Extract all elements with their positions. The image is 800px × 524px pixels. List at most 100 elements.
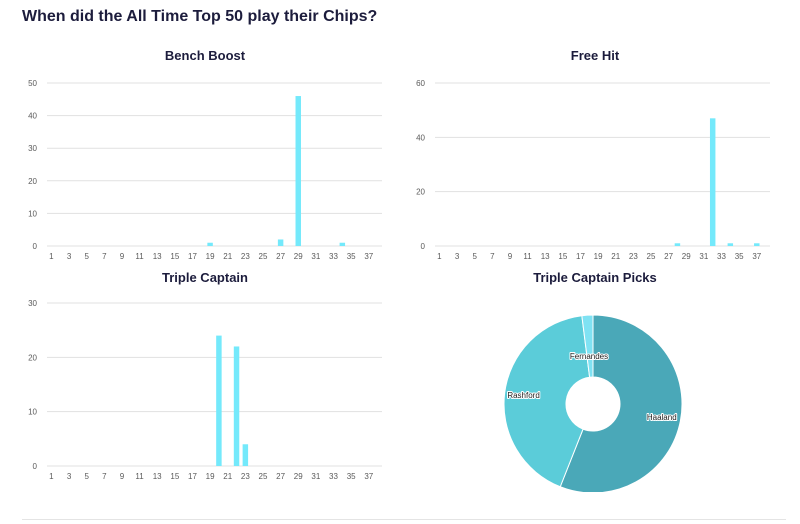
x-tick-label: 37 [364, 252, 373, 261]
bar [233, 346, 240, 466]
bar [207, 242, 213, 246]
triple-captain-title: Triple Captain [162, 270, 248, 285]
x-tick-label: 11 [523, 252, 532, 261]
x-tick-label: 3 [67, 252, 72, 261]
x-tick-label: 29 [294, 252, 303, 261]
y-tick-label: 40 [416, 133, 425, 142]
y-tick-label: 20 [28, 353, 37, 362]
free-hit-panel: Free Hit 0 20 40 60 1 3 5 7 9 11 13 15 17 19 21 23 25 27 2… [410, 46, 780, 266]
x-tick-label: 35 [347, 252, 356, 261]
bar [242, 444, 249, 466]
x-tick-label: 27 [276, 472, 285, 481]
x-tick-label: 31 [311, 472, 320, 481]
x-tick-label: 17 [188, 472, 197, 481]
x-tick-label: 25 [259, 252, 268, 261]
bar [277, 239, 284, 246]
x-tick-label: 35 [347, 472, 356, 481]
x-tick-label: 17 [576, 252, 585, 261]
x-tick-label: 5 [84, 472, 89, 481]
free-hit-title: Free Hit [570, 48, 620, 63]
y-tick-label: 0 [33, 242, 38, 251]
bar [709, 118, 716, 246]
y-tick-label: 40 [28, 112, 37, 121]
triple-captain-panel: Triple Captain 0 10 20 30 1 3 5 7 9 11 13 15 17 19 21 2… [22, 268, 388, 488]
x-tick-label: 1 [49, 472, 54, 481]
y-tick-label: 20 [28, 177, 37, 186]
x-tick-label: 15 [170, 252, 179, 261]
bar [339, 242, 346, 246]
bar [295, 96, 301, 246]
x-tick-label: 23 [241, 252, 250, 261]
x-tick-label: 13 [541, 252, 550, 261]
donut-slice-label: Fernandes [570, 352, 608, 361]
bar [216, 335, 222, 466]
x-tick-label: 29 [294, 472, 303, 481]
x-tick-label: 21 [223, 472, 232, 481]
y-tick-label: 10 [28, 408, 37, 417]
x-tick-label: 13 [153, 472, 162, 481]
y-tick-label: 60 [416, 79, 425, 88]
x-tick-label: 21 [611, 252, 620, 261]
x-tick-label: 37 [364, 472, 373, 481]
x-tick-label: 15 [558, 252, 567, 261]
x-tick-label: 7 [102, 252, 107, 261]
x-tick-label: 33 [717, 252, 726, 261]
x-tick-label: 33 [329, 252, 338, 261]
x-tick-label: 7 [102, 472, 107, 481]
y-tick-label: 30 [28, 144, 37, 153]
y-tick-label: 0 [421, 242, 426, 251]
donut-slice [559, 314, 683, 492]
y-tick-label: 30 [28, 299, 37, 308]
x-tick-label: 29 [682, 252, 691, 261]
y-tick-label: 0 [33, 462, 38, 471]
bench-boost-panel: Bench Boost 0 10 20 30 40 50 1 3 5 7 9 11 13 15 17 19 21… [22, 46, 388, 266]
x-tick-label: 17 [188, 252, 197, 261]
y-tick-label: 20 [416, 188, 425, 197]
x-tick-label: 11 [135, 252, 144, 261]
bench-boost-title: Bench Boost [164, 48, 246, 63]
x-tick-label: 31 [699, 252, 708, 261]
x-tick-label: 33 [329, 472, 338, 481]
y-tick-label: 10 [28, 209, 37, 218]
x-tick-label: 7 [490, 252, 495, 261]
x-tick-label: 37 [752, 252, 761, 261]
y-tick-label: 50 [28, 79, 37, 88]
x-tick-label: 9 [120, 472, 125, 481]
x-tick-label: 9 [120, 252, 125, 261]
bar [754, 243, 760, 246]
x-tick-label: 3 [455, 252, 460, 261]
x-tick-label: 5 [84, 252, 89, 261]
footer-divider [22, 519, 786, 520]
triple-captain-picks-panel: Triple Captain Picks Haaland Rashford Fern… [410, 268, 780, 492]
x-tick-label: 1 [437, 252, 442, 261]
donut-slice-label: Haaland [647, 413, 677, 422]
triple-captain-picks-donut: Haaland Rashford Fernandes [503, 314, 683, 492]
x-tick-label: 15 [170, 472, 179, 481]
donut-slice [581, 314, 594, 378]
donut-slice [503, 315, 591, 488]
x-tick-label: 11 [135, 472, 144, 481]
x-tick-label: 27 [664, 252, 673, 261]
donut-slice-label: Rashford [507, 391, 539, 400]
x-tick-label: 35 [735, 252, 744, 261]
x-tick-label: 27 [276, 252, 285, 261]
x-tick-label: 13 [153, 252, 162, 261]
x-tick-label: 19 [594, 252, 603, 261]
x-tick-label: 25 [259, 472, 268, 481]
x-tick-label: 3 [67, 472, 72, 481]
x-tick-label: 1 [49, 252, 54, 261]
x-tick-label: 21 [223, 252, 232, 261]
bar [674, 243, 681, 246]
x-tick-label: 23 [241, 472, 250, 481]
x-tick-label: 31 [311, 252, 320, 261]
x-tick-label: 25 [647, 252, 656, 261]
triple-captain-picks-title: Triple Captain Picks [533, 270, 657, 285]
x-tick-label: 9 [508, 252, 513, 261]
x-tick-label: 5 [472, 252, 477, 261]
bar [727, 243, 734, 246]
x-tick-label: 19 [206, 472, 215, 481]
x-tick-label: 19 [206, 252, 215, 261]
